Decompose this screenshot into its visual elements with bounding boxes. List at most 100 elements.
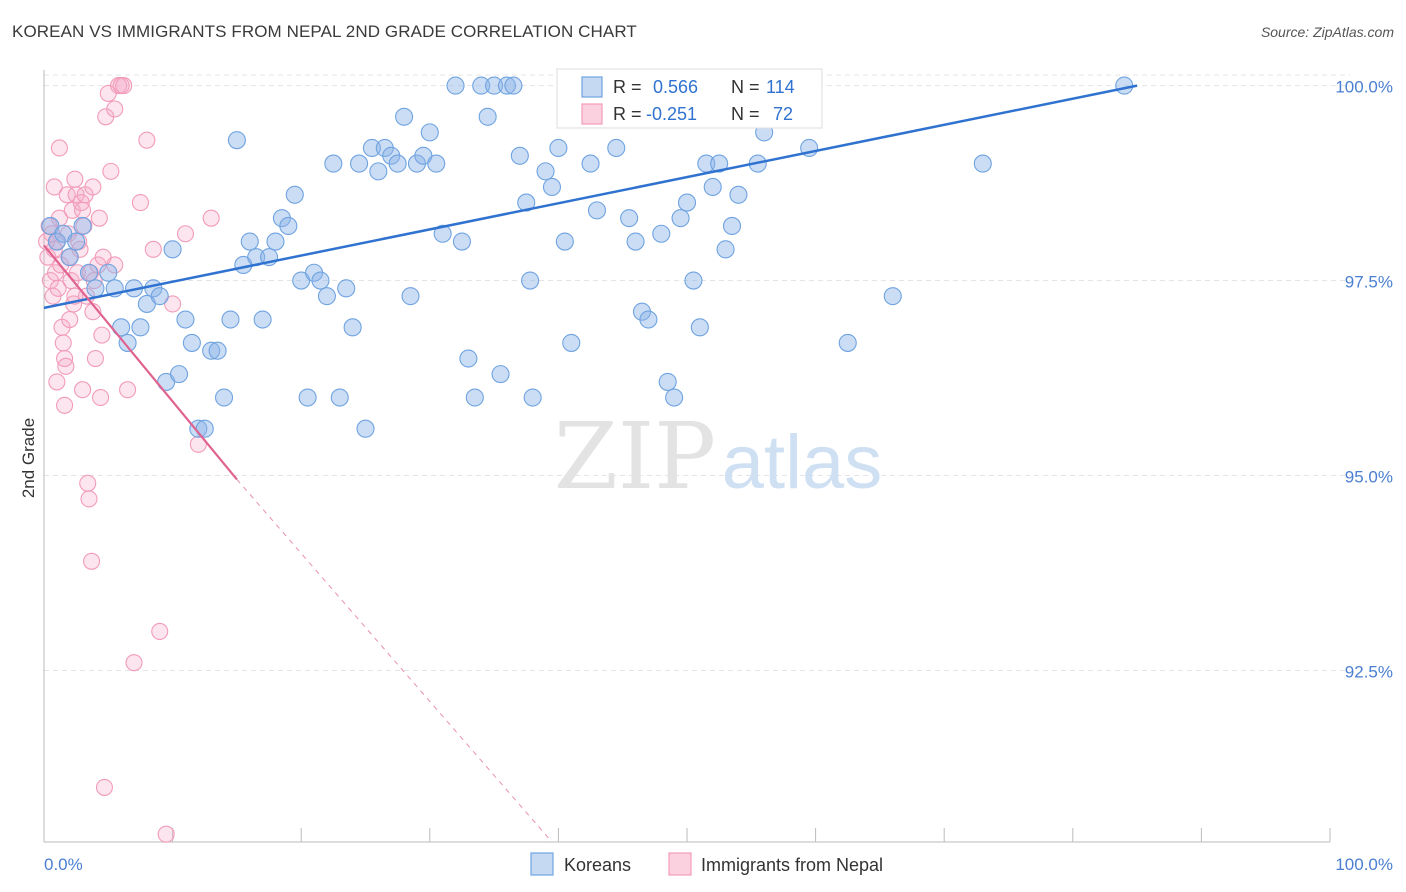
korean-point	[163, 240, 182, 259]
korean-point	[639, 310, 658, 329]
korean-point	[703, 177, 722, 197]
korean-point	[684, 271, 703, 290]
korean-point	[362, 138, 381, 158]
nepal-point	[83, 552, 101, 570]
chart-source: Source: ZipAtlas.com	[1260, 24, 1394, 40]
korean-point	[722, 216, 742, 236]
korean-point	[189, 419, 208, 438]
nepal-trend-extension	[236, 479, 553, 843]
korean-point	[510, 146, 529, 165]
korean-trend-line	[43, 84, 1138, 310]
nepal-point	[95, 778, 113, 796]
korean-point	[1115, 76, 1134, 95]
korean-point	[542, 177, 562, 197]
korean-point	[446, 76, 465, 95]
nepal-point	[50, 139, 68, 157]
nepal-point	[80, 490, 98, 508]
nepal-point	[115, 77, 133, 95]
nepal-point	[86, 349, 104, 368]
nepal-point	[93, 326, 111, 344]
x-tick-label-min: 0.0%	[44, 855, 83, 874]
korean-points	[41, 76, 1134, 438]
korean-point	[350, 154, 369, 173]
nepal-r-value: -0.251	[646, 104, 697, 124]
nepal-point	[74, 201, 92, 219]
nepal-point	[84, 178, 102, 196]
korean-point	[620, 209, 639, 228]
korean-r-label: R =	[613, 77, 642, 97]
korean-point	[337, 279, 356, 298]
korean-point	[433, 224, 452, 243]
nepal-points	[38, 77, 220, 843]
korean-point	[562, 333, 581, 352]
x-tick-label-max: 100.0%	[1335, 855, 1393, 874]
nepal-trend-line	[43, 244, 238, 481]
nepal-point	[48, 373, 66, 391]
nepal-point	[74, 381, 92, 399]
nepal-point	[106, 100, 124, 118]
bottom-legend-nepal-label: Immigrants from Nepal	[701, 855, 883, 875]
korean-point	[285, 185, 304, 204]
korean-point	[665, 388, 684, 407]
y-tick-label: 92.5%	[1345, 662, 1393, 681]
korean-point	[60, 248, 79, 267]
korean-point	[549, 138, 568, 158]
korean-point	[356, 419, 375, 438]
korean-point	[253, 310, 272, 329]
korean-point	[79, 263, 99, 282]
nepal-point	[58, 186, 76, 204]
korean-point	[973, 154, 992, 173]
nepal-point	[164, 295, 182, 313]
korean-point	[401, 287, 420, 306]
korean-point	[279, 216, 298, 236]
korean-point	[521, 271, 540, 290]
korean-point	[478, 107, 497, 126]
nepal-point	[119, 381, 137, 399]
korean-point	[221, 310, 240, 329]
y-axis-label: 2nd Grade	[19, 418, 38, 498]
korean-n-label: N =	[731, 77, 760, 97]
nepal-point	[79, 474, 97, 492]
korean-point	[497, 76, 517, 95]
watermark-zip: ZIP	[554, 403, 716, 510]
trend-lines	[43, 84, 1138, 843]
nepal-point	[102, 162, 120, 180]
bottom-legend-nepal-swatch	[668, 852, 692, 876]
korean-point	[472, 76, 491, 95]
korean-point	[131, 318, 150, 337]
korean-point	[311, 271, 330, 290]
korean-point	[169, 365, 189, 384]
bottom-legend-korean-label: Koreans	[564, 855, 631, 875]
nepal-point	[92, 388, 110, 407]
bottom-legend-korean-swatch	[530, 852, 554, 876]
korean-point	[99, 263, 118, 282]
korean-point	[343, 318, 362, 337]
nepal-point	[54, 334, 72, 352]
korean-point	[298, 388, 317, 407]
korean-point	[67, 232, 86, 251]
nepal-point	[61, 310, 79, 329]
korean-point	[581, 154, 600, 173]
korean-point	[485, 76, 504, 95]
axes	[43, 70, 1331, 843]
watermark: ZIP atlas	[554, 403, 882, 510]
korean-point	[883, 287, 902, 306]
nepal-point	[189, 435, 207, 453]
korean-point	[729, 185, 748, 204]
nepal-point	[138, 131, 156, 149]
korean-point	[150, 287, 169, 306]
korean-point	[369, 162, 388, 181]
korean-point	[626, 232, 645, 251]
nepal-point	[125, 654, 143, 672]
korean-point	[182, 333, 201, 352]
korean-point	[118, 333, 137, 352]
korean-point	[427, 154, 446, 173]
bottom-legend: Koreans Immigrants from Nepal	[530, 852, 883, 876]
nepal-point	[176, 225, 195, 243]
nepal-n-label: N =	[731, 104, 760, 124]
nepal-point	[151, 622, 169, 641]
korean-point	[459, 349, 478, 368]
korean-swatch	[581, 76, 603, 98]
nepal-n-value: 72	[773, 104, 793, 124]
nepal-point	[56, 396, 74, 414]
